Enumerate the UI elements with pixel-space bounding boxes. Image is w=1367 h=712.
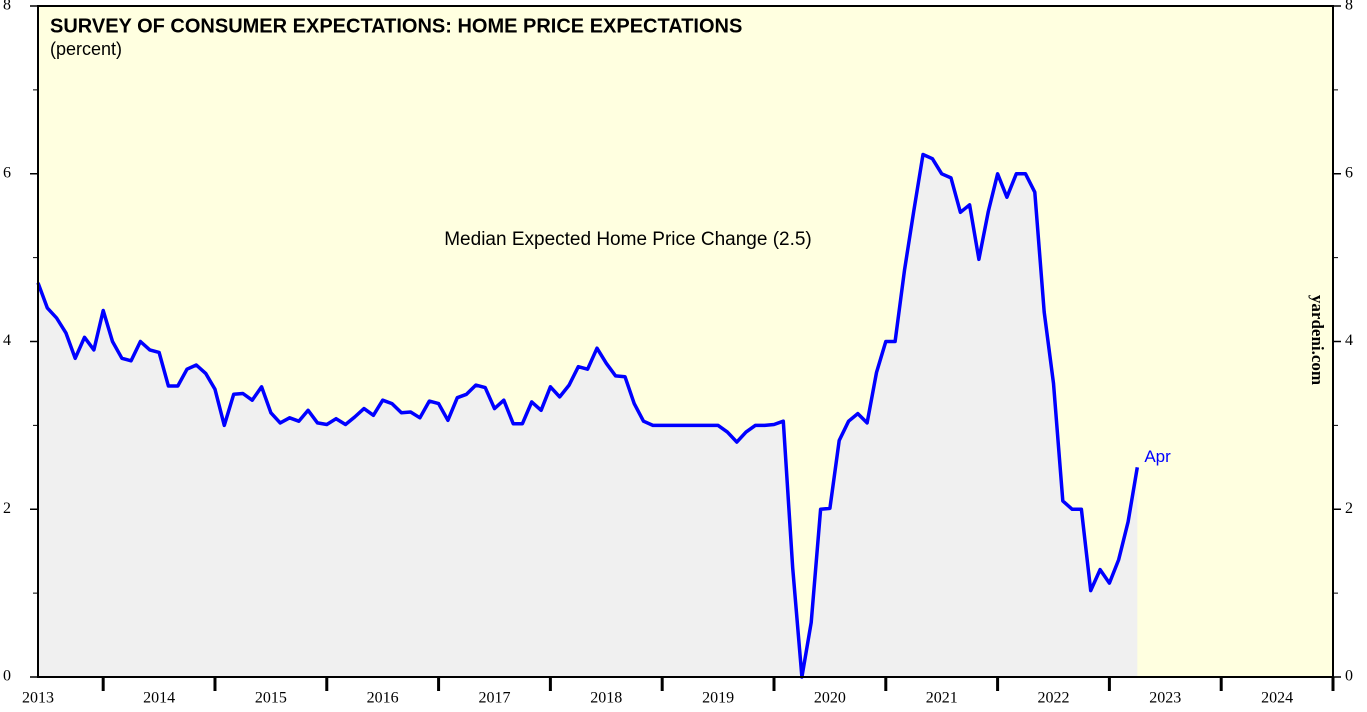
y2-tick-label: 2 — [1345, 500, 1353, 517]
y-tick-label: 8 — [3, 0, 11, 14]
y-tick-label: 6 — [3, 164, 11, 181]
x-tick-label: 2017 — [478, 690, 510, 707]
x-tick-label: 2013 — [22, 690, 54, 707]
y-tick-label: 2 — [3, 500, 11, 517]
x-tick-label: 2016 — [367, 690, 399, 707]
watermark: yardeni.com — [1308, 295, 1327, 385]
y-tick-label: 0 — [3, 668, 11, 685]
area — [38, 154, 1138, 677]
marks — [36, 152, 1140, 679]
end-label: Apr — [1144, 447, 1171, 466]
x-tick-label: 2015 — [255, 690, 287, 707]
x-tick-label: 2014 — [143, 690, 175, 707]
chart-title: SURVEY OF CONSUMER EXPECTATIONS: HOME PR… — [50, 15, 742, 37]
chart-subtitle: (percent) — [50, 39, 122, 59]
y2-tick-label: 8 — [1345, 0, 1353, 14]
y2-tick-label: 0 — [1345, 668, 1353, 685]
y2-tick-label: 4 — [1345, 332, 1353, 349]
y-tick-label: 4 — [3, 332, 11, 349]
annotation: Median Expected Home Price Change (2.5) — [444, 229, 812, 250]
x-tick-label: 2024 — [1261, 690, 1293, 707]
x-tick-label: 2018 — [590, 690, 622, 707]
x-tick-label: 2022 — [1037, 690, 1069, 707]
x-tick-label: 2020 — [814, 690, 846, 707]
y2-tick-label: 6 — [1345, 164, 1353, 181]
x-tick-label: 2021 — [926, 690, 958, 707]
x-tick-label: 2019 — [702, 690, 734, 707]
line — [36, 152, 1140, 679]
x-tick-label: 2023 — [1149, 690, 1181, 707]
